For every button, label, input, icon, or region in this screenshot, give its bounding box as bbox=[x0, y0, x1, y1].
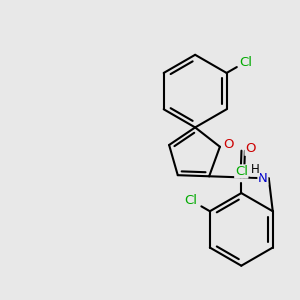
Text: O: O bbox=[224, 138, 234, 151]
Text: O: O bbox=[245, 142, 256, 155]
Text: Cl: Cl bbox=[235, 165, 248, 178]
Text: H: H bbox=[251, 163, 260, 176]
Text: N: N bbox=[258, 172, 268, 185]
Text: Cl: Cl bbox=[185, 194, 198, 207]
Text: Cl: Cl bbox=[239, 56, 252, 69]
